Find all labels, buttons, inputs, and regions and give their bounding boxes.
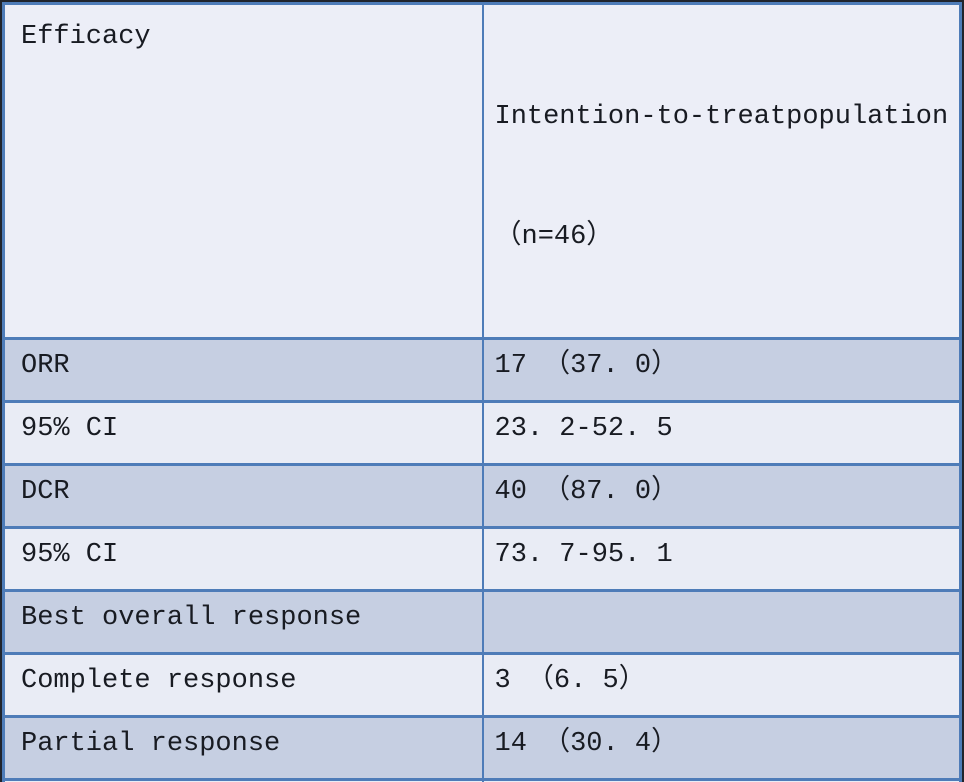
row-label: DCR: [2, 463, 484, 529]
row-value: 14 （30. 4）: [481, 715, 962, 781]
header-line-1: Intention-to-treat population: [494, 97, 949, 137]
table-row: Stable disease23 （50. 0）: [2, 778, 962, 782]
row-label: Complete response: [2, 652, 484, 718]
row-label: Best overall response: [2, 589, 484, 655]
row-label: Partial response: [2, 715, 484, 781]
header-row: Efficacy Intention-to-treat population （…: [2, 2, 962, 340]
table-row: ORR 17 （37. 0）: [2, 337, 962, 403]
row-value: 23. 2-52. 5: [481, 400, 962, 466]
table-body: ORR 17 （37. 0） 95% CI 23. 2-52. 5 DCR 40 （87.…: [2, 337, 962, 782]
table-row: 95% CI 23. 2-52. 5: [2, 400, 962, 466]
row-value: 40 （87. 0）: [481, 463, 962, 529]
row-label: ORR: [2, 337, 484, 403]
header-word-right: population: [786, 102, 949, 132]
table-row: Partial response 14 （30. 4）: [2, 715, 962, 781]
row-label: Stable disease: [2, 778, 484, 782]
row-value: 23 （50. 0）: [481, 778, 962, 782]
table-row: Best overall response: [2, 589, 962, 655]
column-header-itt-population: Intention-to-treat population （n=46）: [481, 2, 962, 340]
row-value: 17 （37. 0）: [481, 337, 962, 403]
column-header-efficacy: Efficacy: [2, 2, 484, 340]
header-line-2: （n=46）: [494, 222, 614, 252]
table-row: 95% CI 73. 7-95. 1: [2, 526, 962, 592]
table-header: Efficacy Intention-to-treat population （…: [2, 2, 962, 340]
row-label: 95% CI: [2, 526, 484, 592]
row-value: 73. 7-95. 1: [481, 526, 962, 592]
table-row: Complete response 3 （6. 5）: [2, 652, 962, 718]
row-value: 3 （6. 5）: [481, 652, 962, 718]
row-value: [481, 589, 962, 655]
header-word-left: Intention-to-treat: [494, 102, 787, 132]
table-row: DCR 40 （87. 0）: [2, 463, 962, 529]
row-label: 95% CI: [2, 400, 484, 466]
